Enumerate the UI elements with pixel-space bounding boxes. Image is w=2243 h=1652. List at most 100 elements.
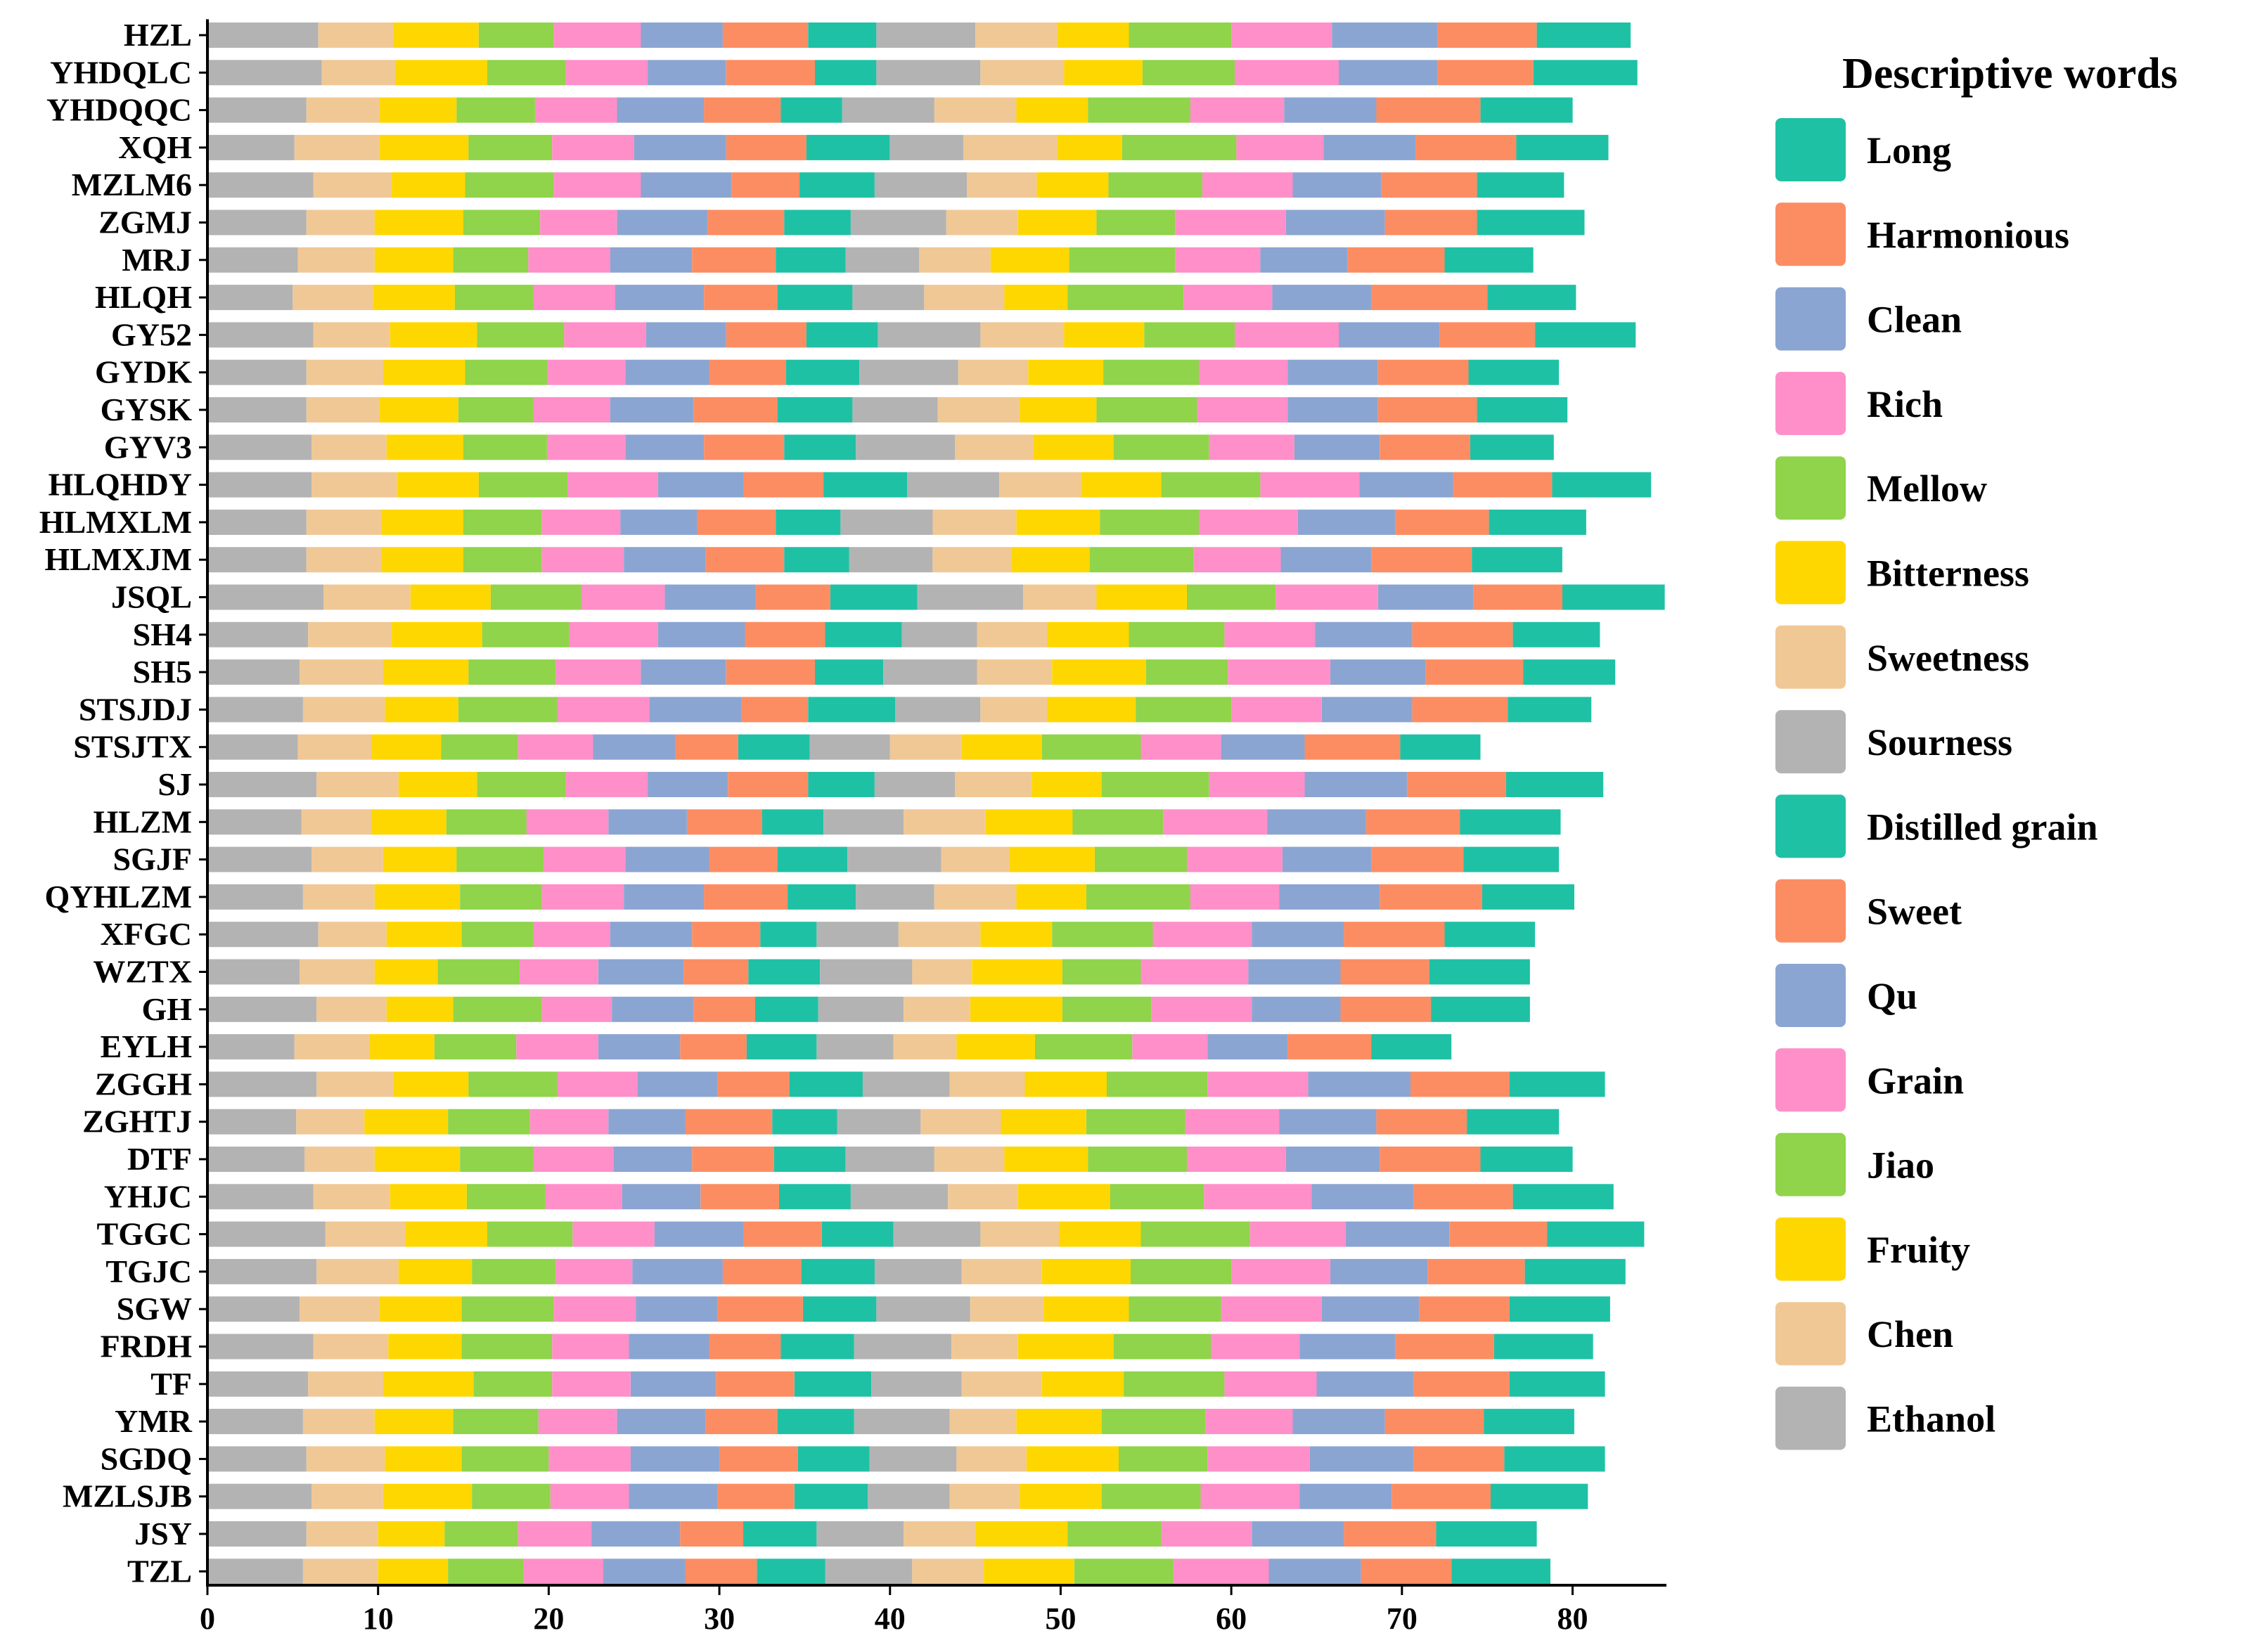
bar-segment-mellow-mrj bbox=[1069, 247, 1176, 273]
bar-segment-bitterness-zghtj bbox=[1001, 1109, 1086, 1135]
bar-segment-jiao-wztx bbox=[437, 959, 520, 985]
bar-segment-grain-gy52 bbox=[564, 322, 646, 348]
bar-segment-sourness-tf bbox=[871, 1371, 962, 1397]
bar-segment-sweet-mzlsjb bbox=[717, 1483, 795, 1509]
bar-segment-sourness-sgjf bbox=[847, 846, 941, 872]
bar-segment-harmonious-eylh bbox=[1287, 1034, 1372, 1060]
legend-swatch bbox=[1775, 287, 1846, 351]
bar-segment-grain-zggh bbox=[557, 1071, 638, 1097]
bar-segment-bitterness-hlqh bbox=[1004, 285, 1068, 311]
bar-segment-sourness-ymr bbox=[854, 1409, 950, 1435]
bar-segment-chen-eylh bbox=[294, 1034, 370, 1060]
bar-segment-sourness-hlqh bbox=[852, 285, 925, 311]
bar-segment-long-hlmxjm bbox=[1472, 547, 1562, 573]
bar-segment-harmonious-sh4 bbox=[1412, 621, 1513, 647]
bar-segment-harmonious-hlmxjm bbox=[1371, 547, 1472, 573]
bar-segment-sweetness-eylh bbox=[893, 1034, 957, 1060]
bar-segment-sourness-zgmj bbox=[850, 209, 946, 235]
bar-segment-long-yhdqlc bbox=[1533, 60, 1638, 86]
bar-segment-clean-tggc bbox=[1345, 1221, 1450, 1247]
bar-segment-long-eylh bbox=[1371, 1034, 1452, 1060]
bar-segment-fruity-hzl bbox=[393, 22, 479, 48]
bar-segment-long-sh5 bbox=[1523, 659, 1616, 685]
bar-segment-mellow-hzl bbox=[1129, 22, 1232, 48]
bar-segment-harmonious-tzl bbox=[1361, 1559, 1452, 1585]
bar-segment-mellow-frdh bbox=[1113, 1334, 1211, 1360]
bar-segment-long-hlqhdy bbox=[1552, 472, 1652, 498]
bar-segment-ethanol-zgmj bbox=[207, 209, 307, 235]
bar-segment-sourness-frdh bbox=[854, 1334, 952, 1360]
bar-segment-long-hlmxlm bbox=[1489, 509, 1586, 535]
bar-segment-ethanol-mrj bbox=[207, 247, 298, 273]
bar-segment-sourness-tggc bbox=[893, 1221, 981, 1247]
bar-segment-mellow-zghtj bbox=[1086, 1109, 1185, 1135]
bar-segment-clean-eylh bbox=[1207, 1034, 1288, 1060]
bar-segment-fruity-qyhlzm bbox=[374, 884, 461, 910]
bar-segment-long-mzlsjb bbox=[1491, 1483, 1588, 1509]
bar-segment-ethanol-ymr bbox=[207, 1409, 303, 1435]
bar-segment-clean-mzlsjb bbox=[1299, 1483, 1392, 1509]
bar-segment-fruity-xfgc bbox=[386, 922, 462, 948]
bar-segment-fruity-gyv3 bbox=[386, 434, 463, 460]
bar-segment-jiao-jsy bbox=[444, 1521, 518, 1547]
bar-segment-bitterness-sh4 bbox=[1047, 621, 1129, 647]
bar-segment-mellow-yhdqlc bbox=[1142, 60, 1235, 86]
bar-segment-sweet-yhjc bbox=[700, 1184, 779, 1210]
bar-segment-grain-hlmxlm bbox=[541, 509, 621, 535]
bar-segment-clean-xqh bbox=[1323, 134, 1416, 160]
bar-series-group bbox=[207, 22, 1665, 1585]
bar-segment-grain-sgw bbox=[553, 1296, 636, 1322]
bar-segment-clean-wztx bbox=[1248, 959, 1341, 985]
bar-segment-fruity-gy52 bbox=[390, 322, 477, 348]
bar-segment-jiao-frdh bbox=[461, 1334, 553, 1360]
bar-segment-chen-ymr bbox=[302, 1409, 375, 1435]
bar-segment-sourness-gysk bbox=[852, 397, 938, 422]
bar-segment-chen-xfgc bbox=[318, 922, 387, 948]
bar-segment-fruity-jsql bbox=[410, 584, 491, 610]
bar-segment-bitterness-hlzm bbox=[985, 809, 1073, 835]
bar-segment-sweetness-mrj bbox=[919, 247, 991, 273]
bar-segment-distilled-grain-gyv3 bbox=[784, 434, 856, 460]
bar-segment-sourness-stsjdj bbox=[895, 697, 981, 723]
bar-segment-sourness-tgjc bbox=[874, 1258, 962, 1284]
bar-segment-ethanol-xqh bbox=[207, 134, 295, 160]
category-label: YHDQQC bbox=[46, 92, 192, 128]
bar-segment-rich-qyhlzm bbox=[1190, 884, 1280, 910]
legend-label: Grain bbox=[1867, 1059, 1964, 1102]
bar-segment-harmonious-tggc bbox=[1449, 1221, 1548, 1247]
bar-segment-fruity-yhdqqc bbox=[380, 97, 457, 123]
bar-segment-mellow-ymr bbox=[1101, 1409, 1206, 1435]
legend-swatch bbox=[1775, 1217, 1846, 1281]
bar-segment-qu-qyhlzm bbox=[624, 884, 705, 910]
bar-segment-long-hlzm bbox=[1460, 809, 1561, 835]
bar-segment-rich-tgjc bbox=[1231, 1258, 1330, 1284]
bar-segment-long-yhjc bbox=[1512, 1184, 1614, 1210]
bar-segment-rich-yhdqqc bbox=[1190, 97, 1285, 123]
category-label: ZGMJ bbox=[98, 205, 192, 240]
bar-segment-sweetness-stsjtx bbox=[889, 734, 962, 760]
bar-segment-chen-gh bbox=[316, 996, 387, 1022]
bar-segment-bitterness-frdh bbox=[1017, 1334, 1114, 1360]
bar-segment-grain-sgdq bbox=[548, 1446, 631, 1472]
bar-segment-mellow-gysk bbox=[1096, 397, 1197, 422]
bar-segment-bitterness-dtf bbox=[1004, 1147, 1088, 1172]
category-label: JSY bbox=[134, 1516, 192, 1551]
bar-segment-rich-gyv3 bbox=[1209, 434, 1294, 460]
legend-swatch bbox=[1775, 879, 1846, 943]
bar-segment-jiao-sj bbox=[477, 772, 566, 797]
bar-segment-sweetness-gyv3 bbox=[955, 434, 1034, 460]
bar-segment-distilled-grain-frdh bbox=[780, 1334, 854, 1360]
bar-segment-harmonious-hlqhdy bbox=[1453, 472, 1553, 498]
category-label: QYHLZM bbox=[44, 879, 192, 915]
category-label: STSJDJ bbox=[79, 691, 192, 727]
bar-segment-harmonious-jsql bbox=[1473, 584, 1562, 610]
bar-segment-sourness-hlzm bbox=[823, 809, 904, 835]
bar-segment-chen-gy52 bbox=[313, 322, 390, 348]
bar-segment-qu-mzlm6 bbox=[641, 172, 731, 198]
bar-segment-chen-hlmxlm bbox=[306, 509, 382, 535]
category-label: HLMXJM bbox=[44, 541, 192, 577]
bar-segment-chen-sh5 bbox=[300, 659, 383, 685]
bar-segment-harmonious-wztx bbox=[1340, 959, 1429, 985]
bar-segment-chen-mzlm6 bbox=[313, 172, 392, 198]
bar-segment-long-zggh bbox=[1509, 1071, 1605, 1097]
